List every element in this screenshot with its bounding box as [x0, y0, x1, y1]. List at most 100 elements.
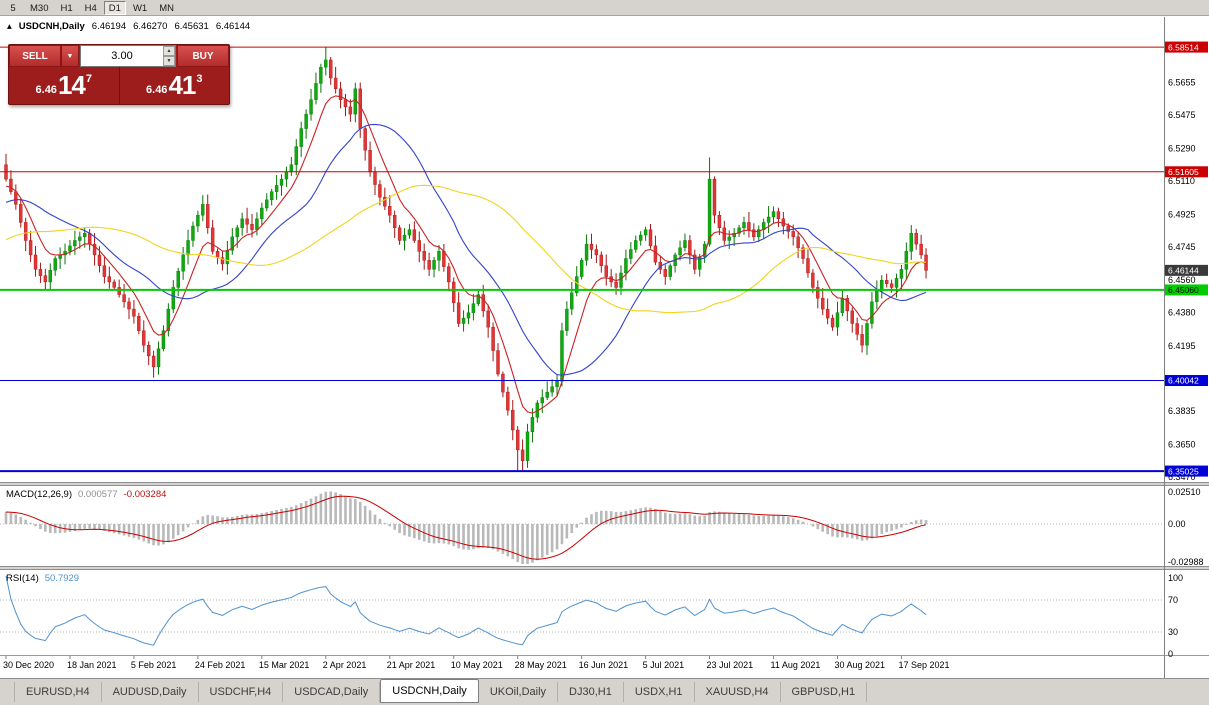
- collapse-arrow-icon[interactable]: ▴: [7, 21, 12, 32]
- macd-signal-value: -0.003284: [123, 489, 167, 500]
- chart-tab[interactable]: USDCNH,Daily: [380, 679, 479, 703]
- svg-text:6.45060: 6.45060: [1168, 285, 1199, 295]
- buy-button[interactable]: BUY: [177, 45, 229, 67]
- svg-text:6.5290: 6.5290: [1168, 143, 1196, 153]
- volume-spinner: ▲ ▼: [163, 46, 175, 66]
- svg-text:6.4925: 6.4925: [1168, 209, 1196, 219]
- svg-text:17 Sep 2021: 17 Sep 2021: [898, 660, 949, 670]
- svg-text:11 Aug 2021: 11 Aug 2021: [771, 660, 821, 670]
- svg-text:70: 70: [1168, 595, 1178, 605]
- svg-text:16 Jun 2021: 16 Jun 2021: [579, 660, 629, 670]
- svg-text:15 Mar 2021: 15 Mar 2021: [259, 660, 310, 670]
- svg-text:18 Jan 2021: 18 Jan 2021: [67, 660, 117, 670]
- timeframe-button[interactable]: MN: [154, 1, 179, 15]
- chart-symbol-label: USDCNH,Daily: [18, 21, 85, 32]
- chart-tab[interactable]: DJ30,H1: [558, 682, 624, 702]
- timeframe-button[interactable]: H4: [80, 1, 102, 15]
- chart-tab[interactable]: AUDUSD,Daily: [102, 682, 199, 702]
- svg-text:6.3835: 6.3835: [1168, 406, 1196, 416]
- svg-text:6.5475: 6.5475: [1168, 110, 1196, 120]
- one-click-trading-panel: SELL ▼ 3.00 ▲ ▼ BUY 6.46 14 7 6.46 41 3: [8, 44, 230, 105]
- svg-text:30 Aug 2021: 30 Aug 2021: [834, 660, 885, 670]
- svg-text:6.40042: 6.40042: [1168, 376, 1199, 386]
- volume-decrease-button[interactable]: ▼: [163, 56, 175, 66]
- chart-header: ▴ USDCNH,Daily 6.46194 6.46270 6.45631 6…: [7, 21, 250, 32]
- rsi-indicator-label: RSI(14) 50.7929: [6, 573, 79, 584]
- svg-text:30: 30: [1168, 627, 1178, 637]
- chart-tab[interactable]: UKOil,Daily: [479, 682, 559, 702]
- svg-text:6.46144: 6.46144: [1168, 266, 1199, 276]
- ohlc-close: 6.46144: [215, 21, 251, 32]
- volume-increase-button[interactable]: ▲: [163, 46, 175, 56]
- ohlc-low: 6.45631: [174, 21, 209, 32]
- trade-controls-row: SELL ▼ 3.00 ▲ ▼ BUY: [9, 45, 229, 67]
- chart-tab[interactable]: XAUUSD,H4: [695, 682, 781, 702]
- svg-text:5 Jul 2021: 5 Jul 2021: [643, 660, 685, 670]
- svg-text:0: 0: [1168, 649, 1173, 659]
- sell-price-button[interactable]: 6.46 14 7: [9, 67, 119, 104]
- svg-text:21 Apr 2021: 21 Apr 2021: [387, 660, 436, 670]
- svg-text:28 May 2021: 28 May 2021: [515, 660, 567, 670]
- macd-plot[interactable]: [0, 491, 1164, 564]
- timeframe-button[interactable]: D1: [103, 0, 126, 15]
- svg-text:2 Apr 2021: 2 Apr 2021: [323, 660, 367, 670]
- chart-background: [0, 17, 1209, 678]
- time-axis[interactable]: 30 Dec 2020 18 Jan 2021 5 Feb 2021 24 Feb 2…: [3, 656, 949, 670]
- ask-price-integer: 6.46: [146, 84, 168, 96]
- ask-price-point: 3: [196, 73, 203, 85]
- timeframe-button[interactable]: 5: [3, 1, 23, 15]
- chart-tab[interactable]: USDCHF,H4: [199, 682, 284, 702]
- chart-tab[interactable]: GBPUSD,H1: [781, 682, 868, 702]
- svg-text:0.00: 0.00: [1168, 519, 1186, 529]
- chevron-down-icon: ▼: [66, 52, 74, 60]
- timeframe-button[interactable]: H1: [55, 1, 77, 15]
- price-axis[interactable]: 6.5655 6.5475 6.5290 6.5110 6.4925 6.4745 6.45…: [1164, 17, 1209, 678]
- svg-text:6.4195: 6.4195: [1168, 341, 1196, 351]
- svg-text:24 Feb 2021: 24 Feb 2021: [195, 660, 246, 670]
- panel-separators: [0, 482, 1209, 570]
- volume-value[interactable]: 3.00: [111, 50, 133, 62]
- timeframe-button[interactable]: W1: [128, 1, 152, 15]
- chart-tab[interactable]: EURUSD,H4: [14, 682, 102, 702]
- svg-text:6.35025: 6.35025: [1168, 466, 1199, 476]
- svg-text:6.5655: 6.5655: [1168, 78, 1196, 88]
- svg-text:30 Dec 2020: 30 Dec 2020: [3, 660, 54, 670]
- svg-text:6.4560: 6.4560: [1168, 275, 1196, 285]
- svg-text:-0.02988: -0.02988: [1168, 557, 1204, 567]
- volume-dropdown-button[interactable]: ▼: [61, 45, 79, 67]
- ask-price-pips: 41: [168, 70, 196, 100]
- rsi-value: 50.7929: [44, 573, 80, 584]
- ohlc-open: 6.46194: [91, 21, 127, 32]
- chart-canvas[interactable]: 6.5655 6.5475 6.5290 6.5110 6.4925 6.4745 6.45…: [0, 0, 1209, 678]
- bid-price-pips: 14: [57, 70, 86, 100]
- svg-text:6.4380: 6.4380: [1168, 308, 1196, 318]
- macd-name: MACD(12,26,9): [6, 489, 72, 500]
- ohlc-high: 6.46270: [133, 21, 168, 32]
- chart-tab-bar: EURUSD,H4 AUDUSD,Daily USDCHF,H4 USDCAD,Dai…: [0, 678, 1209, 705]
- svg-text:5 Feb 2021: 5 Feb 2021: [131, 660, 177, 670]
- svg-text:6.4745: 6.4745: [1168, 242, 1196, 252]
- svg-text:10 May 2021: 10 May 2021: [451, 660, 503, 670]
- svg-text:6.51605: 6.51605: [1168, 167, 1199, 177]
- svg-text:6.3470: 6.3470: [1168, 472, 1196, 482]
- chart-tab[interactable]: USDX,H1: [624, 682, 695, 702]
- svg-text:6.58514: 6.58514: [1168, 42, 1199, 52]
- timeframe-button[interactable]: M30: [25, 1, 53, 15]
- candles-layer: [4, 47, 928, 472]
- moving-averages-layer: [5, 95, 927, 414]
- sell-button[interactable]: SELL: [9, 45, 61, 67]
- rsi-plot[interactable]: [0, 575, 1209, 656]
- trade-prices-row: 6.46 14 7 6.46 41 3: [9, 67, 229, 104]
- timeframe-toolbar: 5 M30 H1 H4 D1 W1 MN: [0, 0, 1209, 16]
- macd-value: 0.000577: [78, 489, 118, 500]
- bid-price-integer: 6.46: [35, 84, 57, 96]
- macd-indicator-label: MACD(12,26,9) 0.000577 -0.003284: [6, 489, 166, 500]
- price-plot[interactable]: [0, 46, 1164, 473]
- buy-price-button[interactable]: 6.46 41 3: [118, 67, 230, 104]
- svg-text:6.3650: 6.3650: [1168, 439, 1196, 449]
- volume-field[interactable]: 3.00 ▲ ▼: [80, 45, 176, 67]
- rsi-name: RSI(14): [6, 573, 39, 584]
- chart-tab[interactable]: USDCAD,Daily: [283, 682, 381, 702]
- svg-text:23 Jul 2021: 23 Jul 2021: [707, 660, 754, 670]
